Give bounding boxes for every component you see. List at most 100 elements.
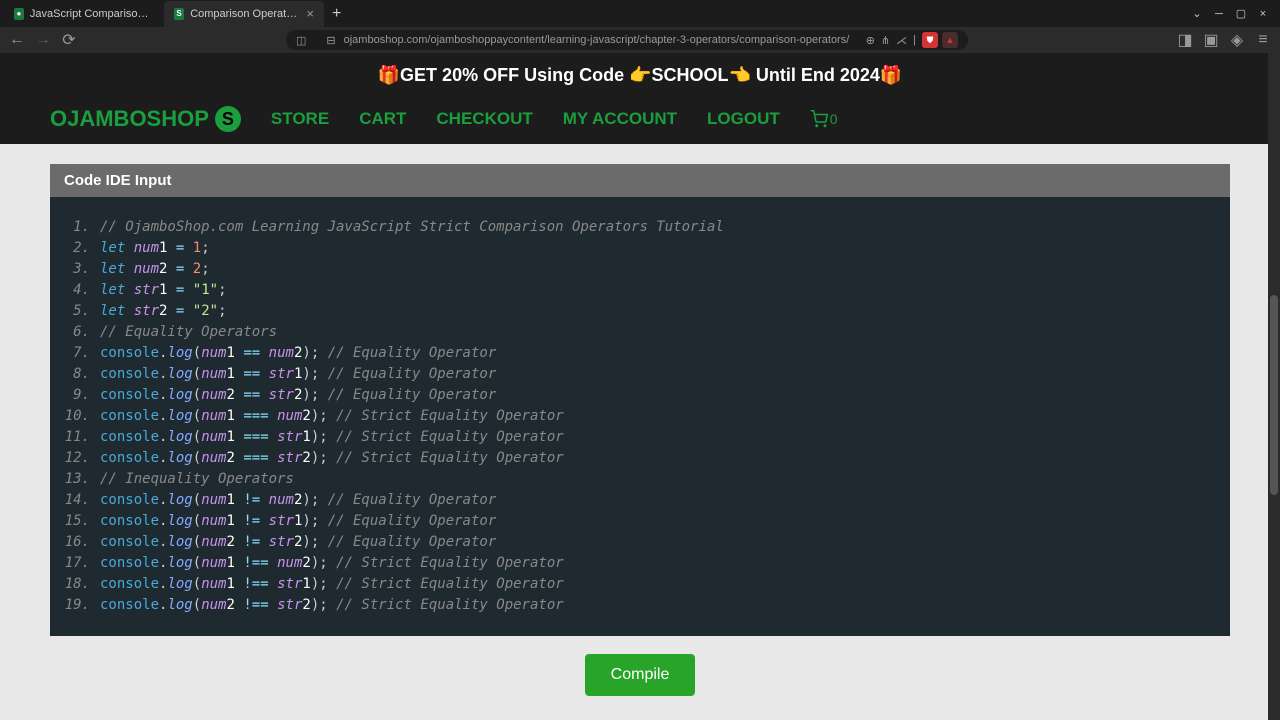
code-line: 4.let str1 = "1";: [64, 280, 1216, 301]
tab-bar: ● JavaScript Comparison Operat S Compari…: [0, 0, 1280, 27]
url-field[interactable]: ◫ ⊟ ojamboshop.com/ojamboshoppaycontent/…: [286, 30, 968, 50]
browser-tab-active[interactable]: S Comparison Operators - O ×: [164, 1, 324, 27]
cart-icon[interactable]: 0: [810, 110, 838, 128]
code-line: 6.// Equality Operators: [64, 322, 1216, 343]
line-content: let str2 = "2";: [100, 301, 227, 322]
promo-banner: 🎁GET 20% OFF Using Code 👉SCHOOL👈 Until E…: [0, 53, 1280, 98]
code-line: 11.console.log(num1 === str1); // Strict…: [64, 427, 1216, 448]
line-content: console.log(num1 == num2); // Equality O…: [100, 343, 496, 364]
line-content: let num2 = 2;: [100, 259, 210, 280]
logo-text: OJAMBOSHOP: [50, 106, 209, 132]
nav-checkout[interactable]: CHECKOUT: [436, 109, 532, 129]
rss-icon[interactable]: ⋌: [896, 34, 907, 47]
line-number: 19.: [64, 595, 100, 616]
favicon-icon: S: [174, 8, 184, 20]
line-number: 10.: [64, 406, 100, 427]
code-line: 5.let str2 = "2";: [64, 301, 1216, 322]
code-line: 16.console.log(num2 != str2); // Equalit…: [64, 532, 1216, 553]
content-area: Code IDE Input 1.// OjamboShop.com Learn…: [0, 144, 1280, 720]
code-line: 19.console.log(num2 !== str2); // Strict…: [64, 595, 1216, 616]
close-window-button[interactable]: ×: [1254, 6, 1272, 22]
menu-icon[interactable]: ≡: [1254, 31, 1272, 49]
line-content: // Inequality Operators: [100, 469, 294, 490]
line-content: console.log(num1 !== str1); // Strict Eq…: [100, 574, 564, 595]
line-number: 11.: [64, 427, 100, 448]
line-content: // Equality Operators: [100, 322, 277, 343]
page-content: 🎁GET 20% OFF Using Code 👉SCHOOL👈 Until E…: [0, 53, 1280, 720]
code-line: 14.console.log(num1 != num2); // Equalit…: [64, 490, 1216, 511]
scrollbar-thumb[interactable]: [1270, 295, 1278, 495]
code-line: 18.console.log(num1 !== str1); // Strict…: [64, 574, 1216, 595]
divider: |: [913, 34, 916, 46]
line-number: 4.: [64, 280, 100, 301]
line-number: 3.: [64, 259, 100, 280]
maximize-button[interactable]: ▢: [1232, 6, 1250, 22]
code-line: 1.// OjamboShop.com Learning JavaScript …: [64, 217, 1216, 238]
code-line: 13.// Inequality Operators: [64, 469, 1216, 490]
tab-title: JavaScript Comparison Operat: [30, 8, 154, 20]
nav-account[interactable]: MY ACCOUNT: [563, 109, 677, 129]
line-number: 5.: [64, 301, 100, 322]
diamond-icon[interactable]: ◈: [1228, 31, 1246, 49]
chevron-down-icon[interactable]: ⌄: [1188, 6, 1206, 22]
site-info-icon[interactable]: ⊟: [326, 34, 335, 47]
line-number: 13.: [64, 469, 100, 490]
back-button[interactable]: ←: [8, 31, 26, 49]
line-number: 9.: [64, 385, 100, 406]
share-icon[interactable]: ⋔: [881, 34, 890, 47]
line-number: 16.: [64, 532, 100, 553]
line-content: console.log(num1 == str1); // Equality O…: [100, 364, 496, 385]
line-content: console.log(num1 === str1); // Strict Eq…: [100, 427, 564, 448]
compile-section: Compile: [50, 636, 1230, 714]
code-line: 3.let num2 = 2;: [64, 259, 1216, 280]
nav-logout[interactable]: LOGOUT: [707, 109, 780, 129]
zoom-icon[interactable]: ⊕: [866, 34, 875, 47]
nav-store[interactable]: STORE: [271, 109, 329, 129]
browser-tab-inactive[interactable]: ● JavaScript Comparison Operat: [4, 1, 164, 27]
code-line: 7.console.log(num1 == num2); // Equality…: [64, 343, 1216, 364]
line-content: console.log(num2 != str2); // Equality O…: [100, 532, 496, 553]
url-bar: ← → ⟳ ◫ ⊟ ojamboshop.com/ojamboshoppayco…: [0, 27, 1280, 53]
code-block[interactable]: 1.// OjamboShop.com Learning JavaScript …: [50, 197, 1230, 636]
line-number: 2.: [64, 238, 100, 259]
logo[interactable]: OJAMBOSHOP S: [50, 106, 241, 132]
minimize-button[interactable]: ─: [1210, 6, 1228, 22]
line-content: let str1 = "1";: [100, 280, 227, 301]
reload-button[interactable]: ⟳: [60, 31, 78, 49]
extension-icon[interactable]: ⛊: [922, 32, 938, 48]
line-content: console.log(num1 !== num2); // Strict Eq…: [100, 553, 564, 574]
line-content: console.log(num2 !== str2); // Strict Eq…: [100, 595, 564, 616]
line-number: 6.: [64, 322, 100, 343]
code-line: 10.console.log(num1 === num2); // Strict…: [64, 406, 1216, 427]
code-line: 9.console.log(num2 == str2); // Equality…: [64, 385, 1216, 406]
forward-button[interactable]: →: [34, 31, 52, 49]
line-content: console.log(num1 != str1); // Equality O…: [100, 511, 496, 532]
line-number: 12.: [64, 448, 100, 469]
line-content: // OjamboShop.com Learning JavaScript St…: [100, 217, 724, 238]
extension-icon[interactable]: ▲: [942, 32, 958, 48]
logo-badge-icon: S: [215, 106, 241, 132]
window-controls: ⌄ ─ ▢ ×: [1188, 6, 1276, 22]
line-content: let num1 = 1;: [100, 238, 210, 259]
line-number: 14.: [64, 490, 100, 511]
line-content: console.log(num1 != num2); // Equality O…: [100, 490, 496, 511]
line-number: 18.: [64, 574, 100, 595]
compile-button[interactable]: Compile: [585, 654, 696, 696]
line-number: 17.: [64, 553, 100, 574]
sidebar-icon[interactable]: ◨: [1176, 31, 1194, 49]
code-line: 8.console.log(num1 == str1); // Equality…: [64, 364, 1216, 385]
new-tab-button[interactable]: +: [324, 5, 349, 23]
cart-count: 0: [830, 111, 838, 127]
panel-icon[interactable]: ▣: [1202, 31, 1220, 49]
nav-cart[interactable]: CART: [359, 109, 406, 129]
url-text: ojamboshop.com/ojamboshoppaycontent/lear…: [344, 34, 858, 46]
code-line: 15.console.log(num1 != str1); // Equalit…: [64, 511, 1216, 532]
scrollbar[interactable]: [1268, 53, 1280, 720]
close-tab-icon[interactable]: ×: [306, 6, 314, 21]
code-line: 12.console.log(num2 === str2); // Strict…: [64, 448, 1216, 469]
line-number: 7.: [64, 343, 100, 364]
bookmark-icon[interactable]: ◫: [296, 34, 306, 47]
line-content: console.log(num1 === num2); // Strict Eq…: [100, 406, 564, 427]
favicon-icon: ●: [14, 8, 24, 20]
line-content: console.log(num2 == str2); // Equality O…: [100, 385, 496, 406]
